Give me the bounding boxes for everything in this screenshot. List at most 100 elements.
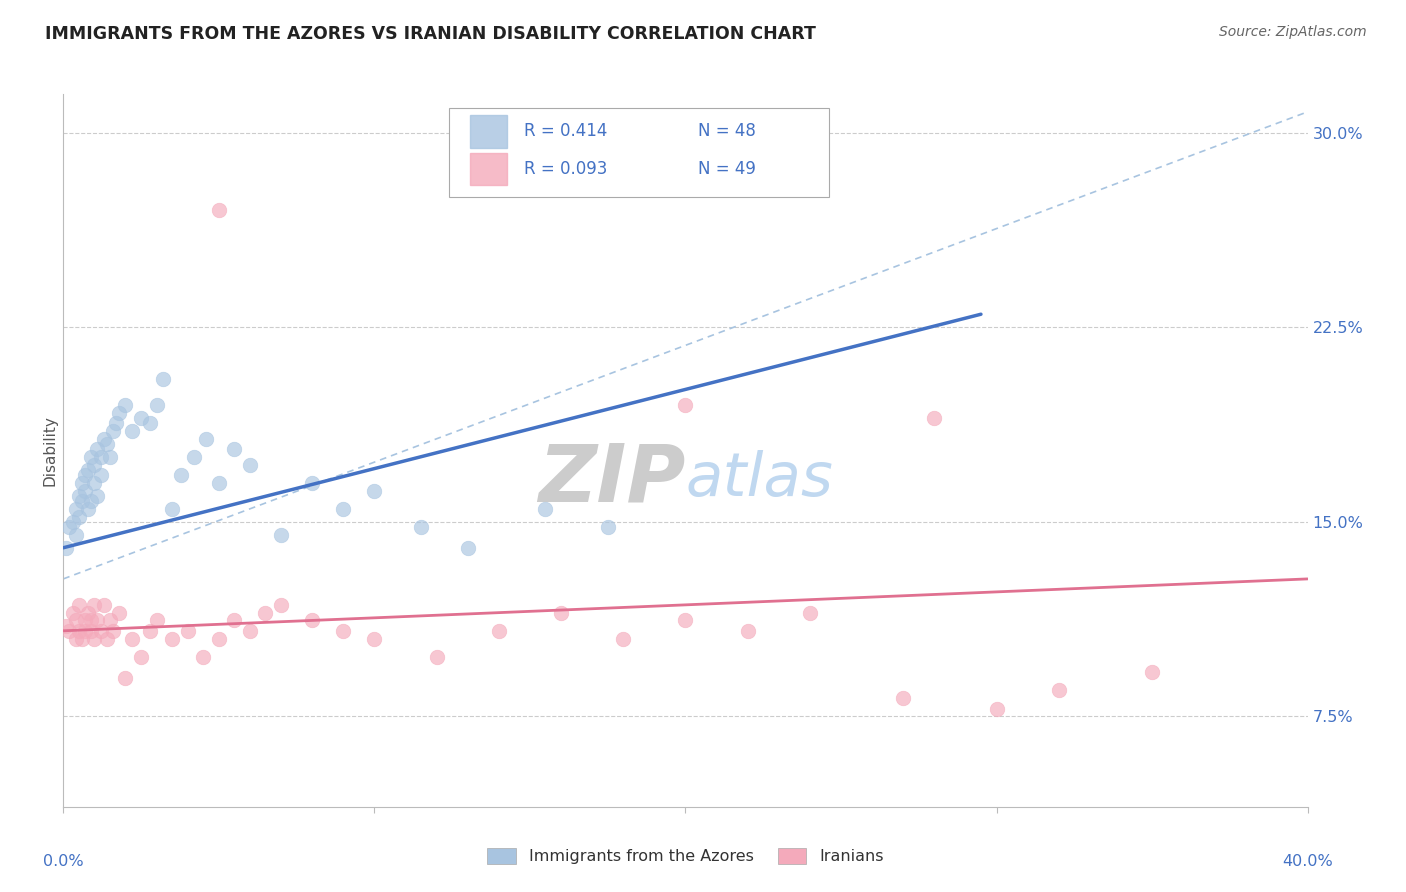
Point [239, 458, 262, 472]
Text: 40.0%: 40.0% [1282, 854, 1333, 869]
Point [799, 606, 821, 620]
Point [129, 649, 152, 664]
Point [195, 432, 218, 446]
Point [80, 494, 103, 508]
Point [70, 475, 93, 490]
Point [86, 489, 108, 503]
Point [93, 432, 115, 446]
Point [1140, 665, 1163, 680]
Point [96, 437, 118, 451]
Point [239, 624, 262, 638]
Point [457, 541, 479, 555]
Point [83, 598, 105, 612]
Point [145, 614, 167, 628]
Point [301, 614, 323, 628]
Point [65, 614, 87, 628]
Text: N = 49: N = 49 [697, 160, 756, 178]
Point [80, 450, 103, 464]
Point [550, 606, 572, 620]
Point [177, 624, 200, 638]
Text: ZIP: ZIP [538, 440, 686, 518]
Point [426, 649, 449, 664]
Point [986, 701, 1008, 715]
Point [65, 528, 87, 542]
Text: Source: ZipAtlas.com: Source: ZipAtlas.com [1219, 25, 1367, 39]
Point [1047, 683, 1070, 698]
Point [65, 632, 87, 646]
Point [55, 618, 77, 632]
Text: R = 0.093: R = 0.093 [523, 160, 607, 178]
Point [77, 606, 100, 620]
Point [86, 442, 108, 457]
Point [93, 598, 115, 612]
Text: 0.0%: 0.0% [44, 854, 83, 869]
Point [139, 624, 162, 638]
Point [67, 489, 90, 503]
Point [596, 520, 619, 534]
Point [160, 632, 183, 646]
Point [114, 671, 136, 685]
Point [270, 528, 292, 542]
Point [891, 691, 914, 706]
Point [58, 520, 80, 534]
Point [139, 416, 162, 430]
Point [152, 372, 174, 386]
Point [105, 416, 128, 430]
FancyBboxPatch shape [449, 108, 828, 197]
Point [83, 458, 105, 472]
Text: IMMIGRANTS FROM THE AZORES VS IRANIAN DISABILITY CORRELATION CHART: IMMIGRANTS FROM THE AZORES VS IRANIAN DI… [45, 25, 815, 43]
Point [924, 411, 946, 425]
Legend: Immigrants from the Azores, Iranians: Immigrants from the Azores, Iranians [481, 841, 890, 871]
Point [58, 624, 80, 638]
Point [73, 624, 96, 638]
Bar [470, 153, 508, 185]
Point [534, 501, 557, 516]
Point [65, 501, 87, 516]
Point [488, 624, 510, 638]
Text: N = 48: N = 48 [697, 122, 756, 140]
Point [98, 450, 121, 464]
Point [121, 632, 143, 646]
Point [737, 624, 759, 638]
Point [332, 501, 354, 516]
Point [301, 475, 323, 490]
Point [67, 509, 90, 524]
Point [80, 614, 103, 628]
Point [62, 515, 84, 529]
Point [612, 632, 634, 646]
Text: R = 0.414: R = 0.414 [523, 122, 607, 140]
Point [129, 411, 152, 425]
Point [160, 501, 183, 516]
Point [90, 468, 112, 483]
Point [73, 614, 96, 628]
Point [183, 450, 205, 464]
Point [70, 632, 93, 646]
Point [83, 475, 105, 490]
Point [62, 606, 84, 620]
Point [224, 442, 246, 457]
Point [108, 606, 131, 620]
Point [114, 398, 136, 412]
Point [70, 494, 93, 508]
Point [73, 483, 96, 498]
Point [90, 450, 112, 464]
Point [83, 632, 105, 646]
Point [98, 614, 121, 628]
Point [363, 483, 385, 498]
Point [270, 598, 292, 612]
Point [363, 632, 385, 646]
Point [90, 624, 112, 638]
Point [145, 398, 167, 412]
Point [332, 624, 354, 638]
Point [86, 614, 108, 628]
Bar [470, 115, 508, 147]
Point [101, 624, 124, 638]
Point [96, 632, 118, 646]
Text: atlas: atlas [686, 450, 834, 508]
Point [254, 606, 277, 620]
Point [77, 463, 100, 477]
Point [208, 632, 231, 646]
Point [80, 624, 103, 638]
Point [77, 501, 100, 516]
Y-axis label: Disability: Disability [42, 415, 58, 486]
